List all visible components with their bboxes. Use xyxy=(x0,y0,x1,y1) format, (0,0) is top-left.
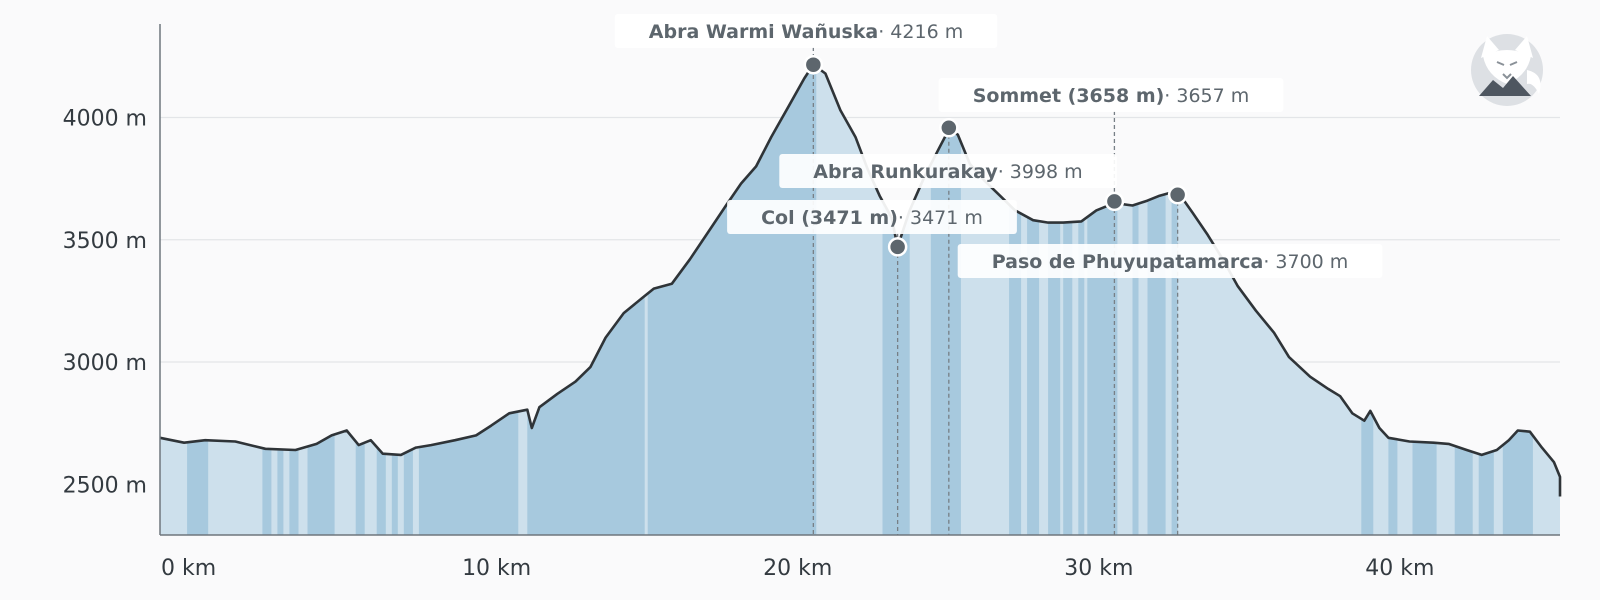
annotation-name: Abra Runkurakay xyxy=(813,161,998,183)
annotation-label: Paso de Phuyupatamarca· 3700 m xyxy=(957,244,1383,278)
annotation-text: Sommet (3658 m)· 3657 m xyxy=(973,85,1250,107)
annotation-elevation: · 4216 m xyxy=(878,21,963,43)
annotation-elevation: · 3471 m xyxy=(898,207,983,229)
annotation-elevation: · 3998 m xyxy=(998,161,1083,183)
annotation-marker[interactable] xyxy=(939,118,959,138)
area-segment-light xyxy=(644,64,648,535)
area-segment-light xyxy=(518,64,528,535)
annotation-box xyxy=(727,200,1017,234)
annotation-text: Col (3471 m)· 3471 m xyxy=(761,207,983,229)
annotation-elevation: · 3700 m xyxy=(1263,251,1348,273)
area-segment-light xyxy=(1060,64,1064,535)
x-tick-label: 40 km xyxy=(1365,556,1434,581)
annotation-name: Paso de Phuyupatamarca xyxy=(992,251,1264,273)
x-tick-label: 0 km xyxy=(161,556,216,581)
y-axis-tick-labels: 2500 m 3000 m 3500 m 4000 m xyxy=(63,107,147,499)
area-segment-light xyxy=(1138,64,1148,535)
y-tick-label: 3500 m xyxy=(63,229,147,254)
annotation-label: Abra Warmi Wañuska· 4216 m xyxy=(614,14,998,48)
x-tick-label: 10 km xyxy=(462,556,531,581)
annotation-marker[interactable] xyxy=(803,54,824,75)
area-segment-light xyxy=(1165,64,1172,535)
area-segment-light xyxy=(1021,64,1028,535)
annotation-box xyxy=(614,14,998,48)
annotation-name: Sommet (3658 m) xyxy=(973,85,1165,107)
annotation-box xyxy=(957,244,1383,278)
annotation-markers xyxy=(803,54,1188,257)
area-segment-light xyxy=(1039,64,1049,535)
area-segment-light xyxy=(1084,64,1088,535)
area-segment-light xyxy=(271,64,278,535)
y-tick-label: 2500 m xyxy=(63,473,147,498)
annotation-marker[interactable] xyxy=(1167,185,1188,205)
x-tick-label: 30 km xyxy=(1064,556,1133,581)
area-segment-light xyxy=(208,64,263,535)
area-segment-light xyxy=(1436,64,1455,535)
annotation-text: Abra Warmi Wañuska· 4216 m xyxy=(649,21,963,43)
area-segment-light xyxy=(397,64,404,535)
y-tick-label: 3000 m xyxy=(63,351,147,376)
area-segment-light xyxy=(1472,64,1479,535)
area-segment-light xyxy=(298,64,308,535)
annotation-box xyxy=(779,154,1117,188)
area-segment-light xyxy=(1072,64,1079,535)
annotation-elevation: · 3657 m xyxy=(1164,85,1249,107)
area-segment-light xyxy=(816,64,883,535)
area-segment-light xyxy=(334,64,356,535)
axes xyxy=(159,24,1560,536)
annotation-label: Sommet (3658 m)· 3657 m xyxy=(938,78,1284,112)
x-axis-tick-labels: 0 km 10 km 20 km 30 km 40 km xyxy=(161,556,1434,581)
annotation-name: Col (3471 m) xyxy=(761,207,898,229)
annotation-label: Col (3471 m)· 3471 m xyxy=(727,200,1017,234)
area-segment-light xyxy=(1397,64,1413,535)
annotation-label: Abra Runkurakay· 3998 m xyxy=(779,154,1117,188)
area-segment-light xyxy=(909,64,931,535)
area-segment-light xyxy=(364,64,377,535)
annotation-labels: Abra Warmi Wañuska· 4216 m Sommet (3658 m… xyxy=(614,14,1383,278)
area-segment-light xyxy=(283,64,290,535)
annotation-text: Abra Runkurakay· 3998 m xyxy=(813,161,1082,183)
annotation-name: Abra Warmi Wañuska xyxy=(649,21,878,43)
annotation-text: Paso de Phuyupatamarca· 3700 m xyxy=(992,251,1349,273)
area-segment-light xyxy=(160,64,188,535)
fox-logo-icon[interactable] xyxy=(1471,34,1543,106)
annotation-marker[interactable] xyxy=(1104,191,1125,212)
x-tick-label: 20 km xyxy=(763,556,832,581)
annotation-marker[interactable] xyxy=(887,237,908,257)
area-segment-light xyxy=(385,64,392,535)
y-tick-label: 4000 m xyxy=(63,107,147,132)
area-segment-light xyxy=(1532,64,1560,535)
annotation-box xyxy=(938,78,1284,112)
area-segment-light xyxy=(412,64,419,535)
